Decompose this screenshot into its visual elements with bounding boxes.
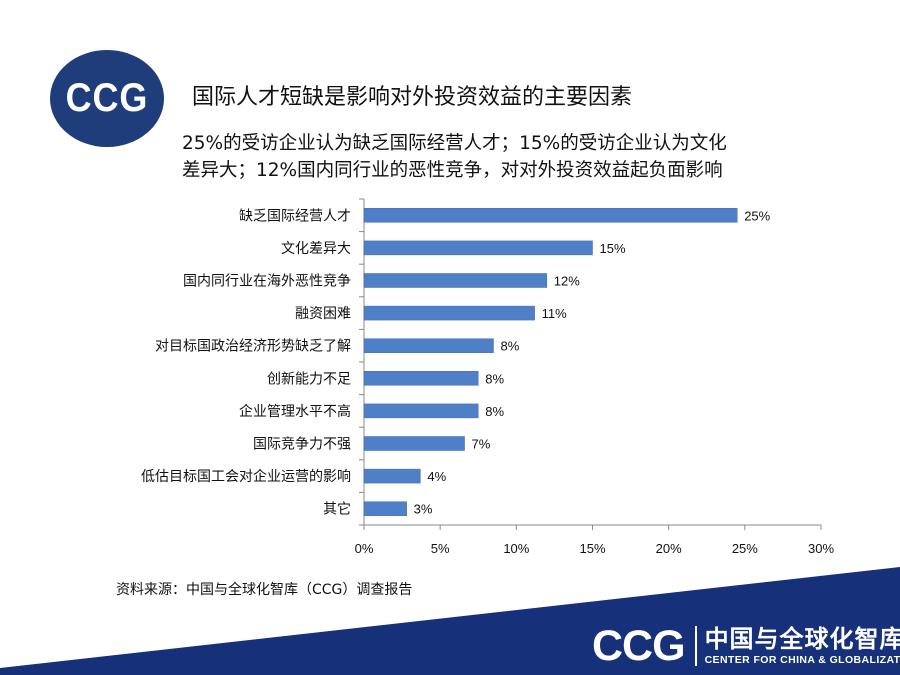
x-tick-label: 20% xyxy=(656,541,682,556)
value-label: 8% xyxy=(500,339,519,354)
category-label: 企业管理水平不高 xyxy=(239,403,351,420)
category-label: 融资困难 xyxy=(295,306,351,322)
subtitle: 25%的受访企业认为缺乏国际经营人才；15%的受访企业认为文化 差异大；12%国… xyxy=(182,130,872,184)
footer-logo-ccg: CCG xyxy=(592,622,686,670)
bar xyxy=(363,468,421,484)
value-label: 7% xyxy=(472,437,491,452)
value-label: 8% xyxy=(485,404,504,419)
category-label: 其它 xyxy=(323,501,351,518)
footer-org-name: 中国与全球化智库 CENTER FOR CHINA & GLOBALIZATIO… xyxy=(705,625,900,667)
bar xyxy=(363,273,548,288)
footer-logo: CCG 中国与全球化智库 CENTER FOR CHINA & GLOBALIZ… xyxy=(592,624,900,668)
subtitle-line-2: 差异大；12%国内同行业的恶性竞争，对对外投资效益起负面影响 xyxy=(182,160,723,181)
category-label: 低估目标国工会对企业运营的影响 xyxy=(141,468,351,485)
category-label: 创新能力不足 xyxy=(267,371,351,387)
x-tick-label: 30% xyxy=(808,541,834,556)
bar xyxy=(363,403,479,419)
value-label: 12% xyxy=(554,274,580,289)
category-label: 国内同行业在海外恶性竞争 xyxy=(183,273,351,290)
category-label: 文化差异大 xyxy=(281,241,351,257)
bar xyxy=(363,208,738,223)
footer-band-shape xyxy=(0,567,900,675)
value-label: 25% xyxy=(744,208,770,223)
value-label: 8% xyxy=(485,371,504,386)
page-title: 国际人才短缺是影响对外投资效益的主要因素 xyxy=(192,85,633,110)
bar xyxy=(363,501,407,516)
ccg-logo: CCG xyxy=(50,50,164,147)
value-label: 3% xyxy=(414,502,433,517)
bar xyxy=(363,305,535,321)
value-label: 15% xyxy=(600,241,626,256)
category-label: 国际竞争力不强 xyxy=(253,436,351,453)
subtitle-line-1: 25%的受访企业认为缺乏国际经营人才；15%的受访企业认为文化 xyxy=(182,133,727,154)
bar xyxy=(363,240,593,256)
value-label: 11% xyxy=(542,306,567,321)
x-tick-label: 15% xyxy=(579,541,605,556)
footer-org-en: CENTER FOR CHINA & GLOBALIZATION xyxy=(704,654,900,666)
value-label: 4% xyxy=(427,469,446,484)
bar xyxy=(363,371,479,386)
bar xyxy=(363,338,494,353)
x-tick-label: 10% xyxy=(503,541,529,556)
x-tick-label: 0% xyxy=(355,541,374,556)
footer-logo-divider xyxy=(694,626,697,666)
footer-org-cn: 中国与全球化智库 xyxy=(704,625,900,653)
bar xyxy=(363,436,465,451)
x-tick-label: 25% xyxy=(732,541,758,556)
category-label: 缺乏国际经营人才 xyxy=(239,208,351,224)
source-note: 资料来源：中国与全球化智库（CCG）调查报告 xyxy=(116,582,413,598)
ccg-logo-text: CCG xyxy=(65,76,149,120)
x-tick-label: 5% xyxy=(431,541,450,556)
category-label: 对目标国政治经济形势缺乏了解 xyxy=(155,339,351,355)
